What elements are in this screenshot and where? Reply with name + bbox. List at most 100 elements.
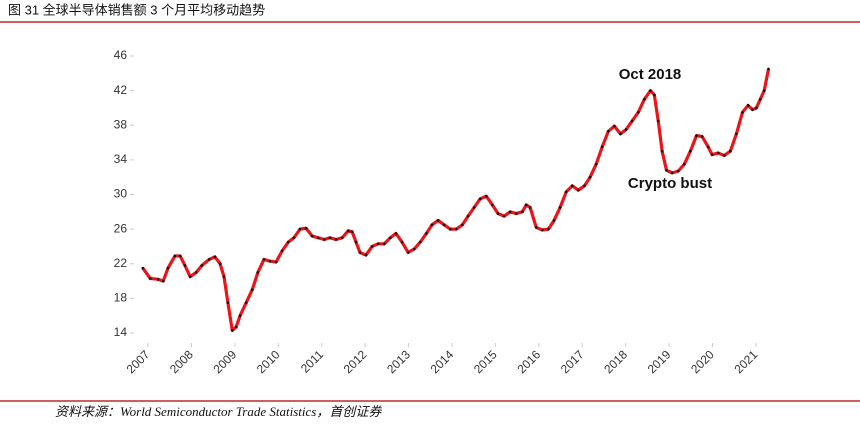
data-point (767, 67, 770, 71)
data-line (141, 68, 771, 333)
data-point (496, 212, 500, 215)
data-point (491, 203, 494, 207)
data-point (389, 236, 392, 240)
data-point (310, 234, 314, 238)
data-point (218, 262, 222, 266)
x-tick-label: 2012 (341, 347, 370, 376)
data-point (334, 238, 338, 241)
data-point (607, 130, 610, 133)
data-point (406, 251, 410, 254)
data-point (630, 119, 634, 123)
data-point (340, 236, 344, 240)
x-tick-label: 2011 (298, 347, 326, 375)
data-point (256, 271, 260, 274)
x-tick-label: 2020 (688, 347, 717, 376)
data-point (394, 232, 398, 235)
data-point (613, 124, 616, 128)
data-point (643, 97, 646, 101)
data-point (194, 271, 198, 274)
data-point (706, 145, 710, 149)
data-point (455, 227, 458, 231)
y-tick-label: 46 (114, 48, 128, 62)
data-point (746, 104, 750, 107)
data-point (541, 228, 544, 232)
data-point (558, 206, 562, 209)
y-tick-label: 34 (114, 152, 128, 166)
data-point (188, 275, 192, 279)
data-point (298, 227, 302, 231)
data-point (430, 223, 434, 227)
data-point (751, 108, 754, 111)
y-tick-label: 26 (114, 221, 128, 235)
data-point (382, 242, 386, 246)
data-point (755, 106, 758, 110)
data-point (222, 275, 226, 279)
x-tick-label: 2019 (645, 347, 674, 376)
x-tick-label: 2013 (384, 347, 413, 376)
data-point (594, 162, 598, 166)
y-tick-label: 38 (114, 117, 128, 131)
annotation: Crypto bust (628, 175, 712, 192)
data-point (508, 210, 512, 214)
data-point (358, 251, 362, 254)
data-point (166, 266, 170, 270)
data-point (436, 219, 440, 222)
data-point (268, 259, 272, 263)
data-point (292, 236, 296, 240)
data-point (660, 149, 664, 153)
data-point (200, 264, 204, 267)
data-point (552, 219, 556, 222)
data-point (346, 229, 350, 233)
data-point (636, 110, 640, 114)
chart-title: 图 31 全球半导体销售额 3 个月平均移动趋势 (8, 2, 265, 17)
data-point (564, 190, 568, 194)
x-tick-label: 2007 (124, 347, 153, 376)
data-point (350, 230, 354, 234)
data-point (286, 240, 290, 244)
data-point (600, 145, 604, 149)
data-point (716, 151, 720, 155)
data-point (244, 301, 248, 305)
x-tick-label: 2010 (254, 347, 283, 376)
data-point (370, 245, 374, 248)
annotation: Oct 2018 (619, 66, 682, 83)
data-point (461, 223, 464, 227)
data-point (354, 240, 358, 244)
data-point (376, 242, 380, 246)
data-point (400, 240, 404, 244)
data-point (328, 236, 332, 240)
data-point (521, 210, 524, 214)
data-point (689, 149, 692, 153)
data-point (547, 227, 550, 231)
data-point (484, 194, 488, 198)
data-point (502, 214, 506, 218)
data-point (676, 169, 680, 173)
x-tick-label: 2021 (732, 347, 761, 376)
y-tick-label: 42 (114, 83, 128, 97)
x-tick-label: 2018 (601, 347, 630, 376)
data-point (238, 314, 242, 317)
data-point (178, 254, 182, 258)
data-point (722, 154, 726, 157)
data-point (425, 232, 428, 235)
y-tick-label: 22 (114, 256, 128, 270)
data-point (364, 253, 368, 257)
data-point (670, 171, 674, 175)
data-point (262, 258, 266, 261)
x-tick-label: 2009 (210, 347, 239, 376)
data-point (234, 325, 238, 329)
data-point (528, 206, 532, 209)
data-point (649, 89, 652, 92)
x-tick-label: 2017 (558, 347, 587, 376)
data-point (316, 236, 320, 240)
data-point (588, 175, 592, 179)
data-point (478, 197, 482, 201)
data-point (304, 226, 308, 230)
data-point (213, 255, 217, 259)
data-point (141, 266, 145, 270)
data-point (274, 260, 278, 264)
data-point (735, 132, 738, 136)
data-point (472, 206, 476, 209)
data-point (514, 212, 518, 215)
